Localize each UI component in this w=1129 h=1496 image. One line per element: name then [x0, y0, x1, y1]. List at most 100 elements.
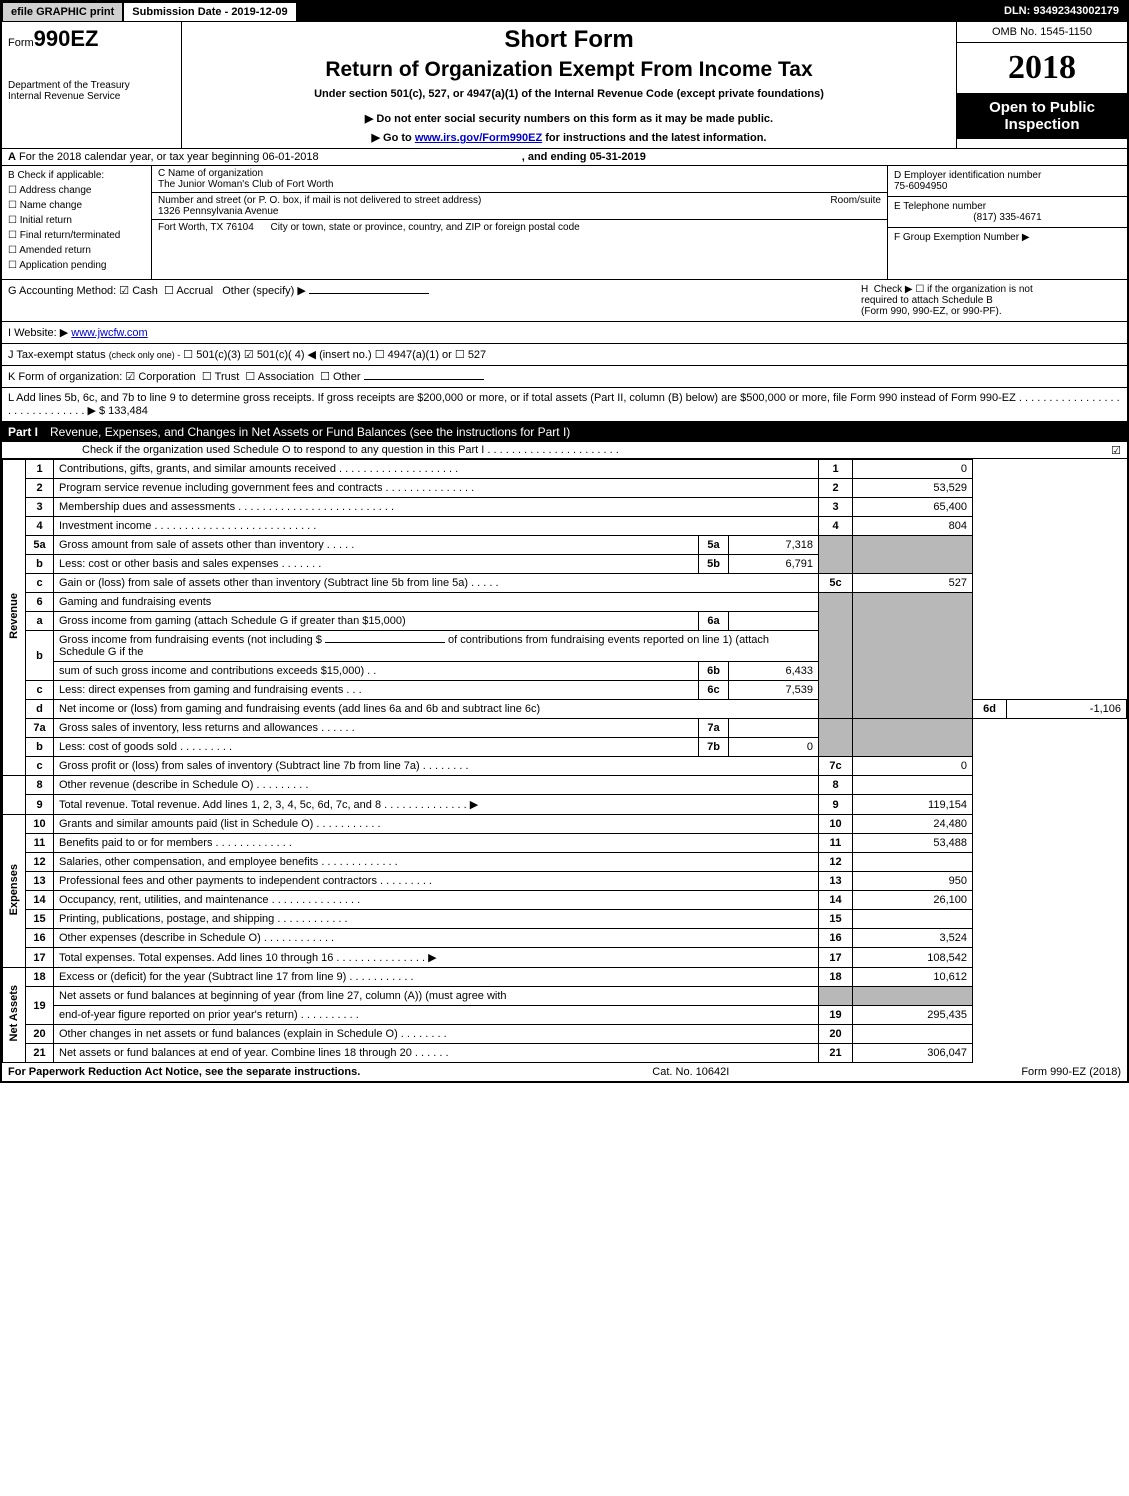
form-page: efile GRAPHIC print Submission Date - 20… [0, 0, 1129, 1083]
street-label: Number and street (or P. O. box, if mail… [158, 195, 481, 206]
open-line-2: Inspection [963, 116, 1121, 133]
section-k-label: K Form of organization: [8, 371, 122, 383]
city-row: Fort Worth, TX 76104 City or town, state… [152, 220, 887, 235]
line-9-desc-text: Total revenue. Add lines 1, 2, 3, 4, 5c,… [131, 799, 478, 811]
line-17: 17Total expenses. Total expenses. Add li… [3, 948, 1127, 968]
line-18-val: 10,612 [853, 968, 973, 987]
section-i: I Website: ▶ www.jwcfw.com [2, 322, 1127, 344]
cb-name-change[interactable]: ☐ Name change [8, 200, 145, 211]
section-a-text: For the 2018 calendar year, or tax year … [19, 151, 319, 163]
line-6b-desc2: sum of such gross income and contributio… [54, 662, 699, 681]
line-5c: cGain or (loss) from sale of assets othe… [3, 574, 1127, 593]
line-6b-blank[interactable] [325, 642, 445, 643]
section-h-text3: (Form 990, 990-EZ, or 990-PF). [861, 306, 1002, 317]
cb-label-3: Final return/terminated [20, 230, 121, 241]
line-5c-desc: Gain or (loss) from sale of assets other… [54, 574, 819, 593]
line-10: Expenses 10Grants and similar amounts pa… [3, 815, 1127, 834]
line-1-val: 0 [853, 460, 973, 479]
line-9-desc: Total revenue. Total revenue. Add lines … [54, 795, 819, 815]
goto-line: ▶ Go to www.irs.gov/Form990EZ for instru… [188, 131, 950, 144]
netassets-sidebar: Net Assets [3, 968, 26, 1063]
line-10-desc: Grants and similar amounts paid (list in… [54, 815, 819, 834]
line-16-desc: Other expenses (describe in Schedule O) … [54, 929, 819, 948]
header-center: Short Form Return of Organization Exempt… [182, 22, 957, 148]
line-6d-desc: Net income or (loss) from gaming and fun… [54, 700, 819, 719]
g-other-blank[interactable] [309, 293, 429, 294]
footer-left: For Paperwork Reduction Act Notice, see … [8, 1066, 360, 1078]
footer-mid: Cat. No. 10642I [652, 1066, 729, 1078]
line-14: 14Occupancy, rent, utilities, and mainte… [3, 891, 1127, 910]
cb-pending[interactable]: ☐ Application pending [8, 260, 145, 271]
line-15: 15Printing, publications, postage, and s… [3, 910, 1127, 929]
line-21-val: 306,047 [853, 1044, 973, 1063]
line-6a-mid [729, 612, 819, 631]
tax-year: 2018 [957, 43, 1127, 93]
cb-initial-return[interactable]: ☐ Initial return [8, 215, 145, 226]
line-8: 8Other revenue (describe in Schedule O) … [3, 776, 1127, 795]
line-3-desc: Membership dues and assessments . . . . … [54, 498, 819, 517]
line-6-desc: Gaming and fundraising events [54, 593, 819, 612]
website-link[interactable]: www.jwcfw.com [71, 327, 147, 339]
line-4-desc: Investment income . . . . . . . . . . . … [54, 517, 819, 536]
j-opt4: 527 [468, 349, 486, 361]
entity-block: B Check if applicable: ☐ Address change … [2, 166, 1127, 280]
g-other: Other (specify) ▶ [222, 285, 306, 297]
cb-address-change[interactable]: ☐ Address change [8, 185, 145, 196]
line-8-val [853, 776, 973, 795]
g-accrual: Accrual [176, 285, 213, 297]
section-f-label: F Group Exemption Number [894, 232, 1019, 243]
line-12-val [853, 853, 973, 872]
section-h-not: not [1019, 284, 1033, 295]
k-other-blank[interactable] [364, 379, 484, 380]
goto-suffix: for instructions and the latest informat… [542, 132, 766, 144]
efile-print-button[interactable]: efile GRAPHIC print [2, 2, 123, 22]
line-18-desc: Excess or (deficit) for the year (Subtra… [54, 968, 819, 987]
line-9-val: 119,154 [853, 795, 973, 815]
line-5a: 5aGross amount from sale of assets other… [3, 536, 1127, 555]
section-a-label: A [8, 151, 16, 163]
section-g-h: H Check ▶ ☐ if the organization is not r… [2, 280, 1127, 322]
g-cash: Cash [132, 285, 158, 297]
cb-label-4: Amended return [19, 245, 91, 256]
line-6c-desc: Less: direct expenses from gaming and fu… [54, 681, 699, 700]
header-left: Form990EZ Department of the Treasury Int… [2, 22, 182, 148]
line-13: 13Professional fees and other payments t… [3, 872, 1127, 891]
line-6: 6Gaming and fundraising events [3, 593, 1127, 612]
cb-amended[interactable]: ☐ Amended return [8, 245, 145, 256]
line-5b-desc: Less: cost or other basis and sales expe… [54, 555, 699, 574]
part-i-title: Revenue, Expenses, and Changes in Net As… [50, 425, 570, 439]
section-c-label: C Name of organization [158, 168, 881, 179]
section-c: C Name of organization The Junior Woman'… [152, 166, 887, 279]
line-3: 3Membership dues and assessments . . . .… [3, 498, 1127, 517]
line-2: 2Program service revenue including gover… [3, 479, 1127, 498]
line-11: 11Benefits paid to or for members . . . … [3, 834, 1127, 853]
form-990ez: 990EZ [34, 26, 99, 51]
section-d: D Employer identification number 75-6094… [888, 166, 1127, 197]
line-1-desc: Contributions, gifts, grants, and simila… [54, 460, 819, 479]
section-l: L Add lines 5b, 6c, and 7b to line 9 to … [2, 388, 1127, 422]
section-a-ending: , and ending 05-31-2019 [522, 151, 646, 163]
line-6a-desc: Gross income from gaming (attach Schedul… [54, 612, 699, 631]
line-15-desc: Printing, publications, postage, and shi… [54, 910, 819, 929]
line-21-desc: Net assets or fund balances at end of ye… [54, 1044, 819, 1063]
section-f-arrow: ▶ [1022, 232, 1030, 243]
org-name: The Junior Woman's Club of Fort Worth [158, 179, 881, 190]
goto-prefix: ▶ Go to [372, 132, 415, 144]
line-9: 9Total revenue. Total revenue. Add lines… [3, 795, 1127, 815]
goto-link[interactable]: www.irs.gov/Form990EZ [415, 132, 542, 144]
room-label: Room/suite [830, 195, 881, 206]
line-7a: 7aGross sales of inventory, less returns… [3, 719, 1127, 738]
phone-value: (817) 335-4671 [894, 212, 1121, 223]
line-19b: end-of-year figure reported on prior yea… [3, 1006, 1127, 1025]
cb-final-return[interactable]: ☐ Final return/terminated [8, 230, 145, 241]
form-number: Form990EZ [8, 26, 175, 52]
cb-label-1: Name change [20, 200, 82, 211]
street-row: Number and street (or P. O. box, if mail… [152, 193, 887, 220]
section-h-text1: if the organization is [927, 284, 1019, 295]
section-l-text: Add lines 5b, 6c, and 7b to line 9 to de… [8, 392, 1120, 417]
line-21: 21Net assets or fund balances at end of … [3, 1044, 1127, 1063]
line-3-val: 65,400 [853, 498, 973, 517]
part-i-label: Part I [8, 425, 50, 439]
section-l-label: L [8, 392, 14, 404]
section-a: A For the 2018 calendar year, or tax yea… [2, 149, 1127, 166]
